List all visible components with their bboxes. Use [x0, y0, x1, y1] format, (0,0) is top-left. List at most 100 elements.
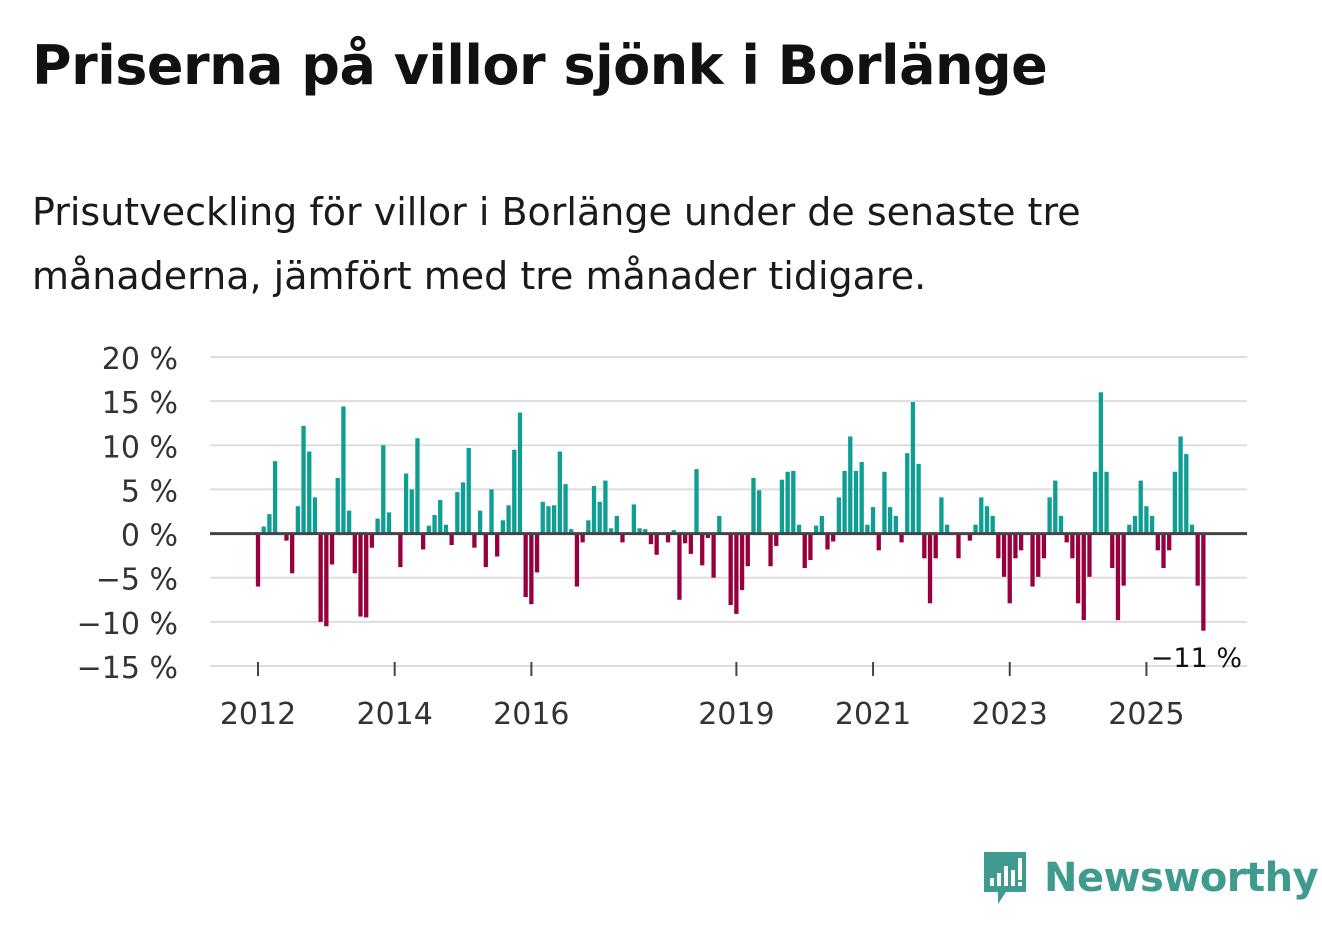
bar: [403, 473, 409, 534]
bar: [1155, 533, 1160, 551]
y-tick-label: 5 %: [121, 474, 178, 509]
bar: [620, 533, 625, 543]
bar: [398, 533, 403, 568]
bar: [648, 533, 654, 545]
x-tick-label: 2023: [972, 697, 1048, 732]
gridlines: [210, 356, 1247, 667]
bar: [421, 533, 426, 550]
bar: [1047, 497, 1052, 534]
bar: [688, 533, 693, 554]
bar: [614, 515, 619, 534]
bar: [643, 529, 648, 534]
bar: [540, 501, 545, 534]
bar: [1093, 471, 1098, 534]
bar: [1098, 392, 1104, 534]
bar: [813, 525, 819, 534]
bar: [927, 533, 933, 604]
bar: [455, 492, 460, 534]
bar: [791, 470, 796, 534]
bar: [893, 515, 898, 534]
bar: [1121, 533, 1126, 586]
bar: [472, 533, 477, 548]
bar: [996, 533, 1001, 559]
bar: [1070, 533, 1075, 559]
bars: [255, 392, 1206, 631]
bar: [870, 507, 876, 534]
bar: [739, 533, 745, 591]
bar: [916, 463, 921, 534]
bar: [682, 533, 688, 544]
bar: [415, 438, 420, 534]
bar: [711, 533, 716, 578]
bar: [1167, 533, 1172, 551]
bar: [312, 497, 318, 534]
bar: [449, 533, 454, 546]
bar: [534, 533, 540, 573]
bar: [603, 480, 608, 534]
bar: [489, 489, 494, 534]
bar: [1104, 471, 1109, 534]
bar: [779, 479, 785, 534]
bar: [591, 485, 597, 534]
bar: [1007, 533, 1012, 604]
x-tick-label: 2014: [357, 697, 433, 732]
bar: [671, 530, 676, 534]
bar: [1075, 533, 1081, 604]
bar: [956, 533, 961, 559]
bar: [307, 451, 312, 534]
bar: [665, 533, 671, 543]
x-tick-label: 2021: [835, 697, 911, 732]
bar: [546, 506, 551, 534]
y-tick-label: 10 %: [102, 430, 178, 465]
y-tick-label: 0 %: [121, 519, 178, 554]
bar: [728, 533, 733, 606]
bar: [796, 524, 802, 534]
bar: [364, 533, 369, 618]
bar-chart: 20 %15 %10 %5 %0 %−5 %−10 %−15 % 2012 201…: [77, 342, 1247, 732]
bar: [1036, 533, 1041, 577]
bar: [409, 489, 414, 534]
bar: [774, 533, 779, 546]
bar: [506, 505, 511, 534]
bar: [272, 461, 278, 534]
bar: [460, 482, 466, 534]
bar: [329, 533, 335, 565]
bar: [1110, 533, 1115, 568]
bar: [517, 412, 523, 534]
chart-subtitle: Prisutveckling för villor i Borlänge und…: [32, 190, 1081, 298]
bar: [1127, 524, 1132, 534]
bar: [785, 471, 790, 534]
bar: [495, 533, 500, 557]
bar: [1132, 515, 1138, 534]
bar: [341, 406, 346, 534]
bar: [631, 504, 637, 534]
bar: [580, 533, 585, 543]
bar: [734, 533, 739, 614]
bar: [551, 505, 557, 534]
bar: [836, 497, 842, 534]
last-value-label: −11 %: [1151, 643, 1242, 674]
bar: [757, 490, 762, 534]
bar: [295, 506, 301, 534]
bar: [745, 533, 750, 567]
bar: [905, 453, 910, 534]
bar: [358, 533, 363, 617]
y-tick-label: 15 %: [102, 386, 178, 421]
bar: [284, 533, 289, 541]
bar: [1053, 480, 1058, 534]
bar: [597, 501, 602, 534]
y-tick-label: −15 %: [77, 651, 178, 686]
bar: [1030, 533, 1035, 587]
bar: [1144, 506, 1149, 534]
bar: [386, 512, 392, 534]
bar: [973, 524, 978, 534]
bar: [876, 533, 881, 551]
bar: [1172, 471, 1178, 534]
bar: [922, 533, 927, 559]
bar: [1018, 533, 1024, 551]
bar: [261, 526, 266, 534]
bar: [255, 533, 261, 587]
bar: [967, 533, 973, 541]
bar: [768, 533, 773, 567]
bar: [717, 515, 722, 534]
